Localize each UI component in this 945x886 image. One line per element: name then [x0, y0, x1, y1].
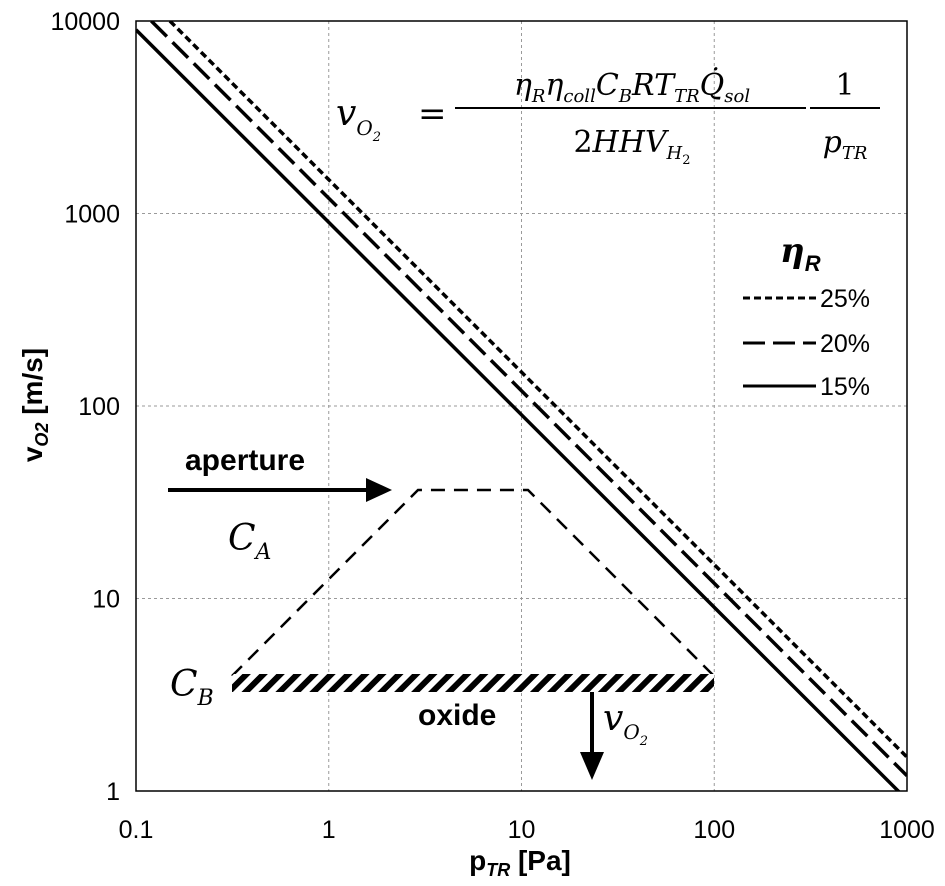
y-tick-label: 10000	[50, 8, 120, 36]
cavity-outline	[231, 488, 715, 677]
ca-label: CA	[228, 518, 271, 565]
series-lines	[136, 21, 907, 791]
oxide-hatch	[232, 674, 714, 692]
legend-label-20: 20%	[820, 330, 870, 358]
svg-text:2HHVH2: 2HHVH2	[573, 125, 690, 168]
svg-text:pTR: pTR	[823, 125, 868, 164]
y-tick-label: 100	[78, 393, 120, 421]
svg-text:vO2: vO2	[336, 93, 381, 145]
legend-label-25: 25%	[820, 285, 870, 313]
series-line-20pct	[150, 21, 907, 778]
reactor-schematic: aperture CA CB oxide vO2	[168, 444, 715, 780]
y-axis-title: vO2 [m/s]	[17, 348, 52, 462]
series-line-25pct	[168, 21, 907, 759]
x-axis-title: pTR [Pa]	[469, 845, 571, 880]
equation: vO2 = ηRηcollCBRTTRQ̇sol 2HHVH2 1 pTR	[336, 68, 880, 168]
oxide-label: oxide	[418, 699, 496, 732]
series-line-15pct	[136, 28, 901, 791]
flow-label: vO2	[603, 698, 648, 749]
legend: ηR 25% 20% 15%	[743, 231, 870, 401]
aperture-label: aperture	[185, 444, 305, 477]
svg-text:=: =	[418, 94, 447, 134]
x-tick-label: 100	[693, 816, 735, 844]
plot-frame	[135, 20, 908, 792]
svg-text:ηR: ηR	[780, 231, 821, 276]
cb-label: CB	[170, 664, 214, 711]
y-tick-label: 10	[92, 586, 120, 614]
y-axis-ticks: 1 10 100 1000 10000	[50, 8, 120, 806]
y-tick-label: 1000	[64, 201, 120, 229]
x-tick-label: 0.1	[119, 816, 154, 844]
svg-text:ηRηcollCBRTTRQ̇sol: ηRηcollCBRTTRQ̇sol	[514, 68, 750, 107]
x-tick-label: 1000	[879, 816, 935, 844]
legend-label-15: 15%	[820, 373, 870, 401]
y-tick-label: 1	[106, 778, 120, 806]
x-tick-label: 1	[322, 816, 336, 844]
svg-text:1: 1	[835, 68, 854, 103]
x-tick-label: 10	[508, 816, 536, 844]
grid-lines	[136, 21, 907, 791]
x-axis-ticks: 0.1 1 10 100 1000	[119, 816, 935, 844]
